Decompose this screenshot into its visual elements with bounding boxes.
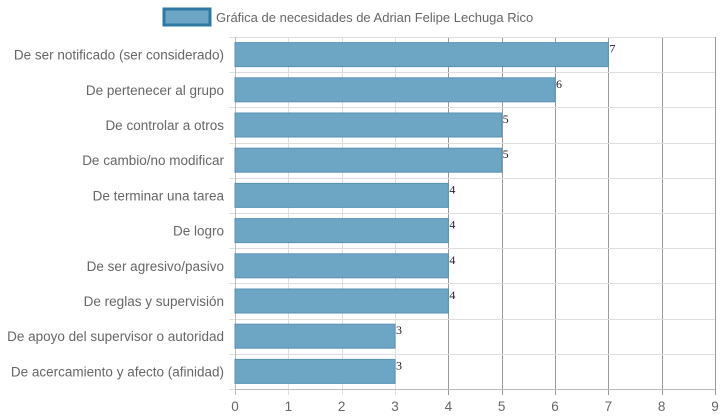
value-label-3: 5 xyxy=(503,147,509,161)
bar-6 xyxy=(234,253,449,279)
value-labels: 7 6 5 5 4 4 4 4 3 3 xyxy=(396,42,615,373)
value-label-6: 4 xyxy=(449,253,455,267)
category-label-5: De logro xyxy=(173,224,224,239)
category-label-3: De cambio/no modificar xyxy=(82,153,224,168)
x-tick-label-8: 8 xyxy=(658,399,666,414)
x-tick-label-2: 2 xyxy=(338,399,346,414)
bar-1 xyxy=(234,77,556,103)
bar-3 xyxy=(234,147,503,173)
category-label-7: De reglas y supervisión xyxy=(84,294,224,309)
x-tick-label-5: 5 xyxy=(498,399,506,414)
x-tick-label-9: 9 xyxy=(711,399,719,414)
x-tick-label-7: 7 xyxy=(605,399,613,414)
bar-7 xyxy=(234,288,449,314)
category-label-6: De ser agresivo/pasivo xyxy=(87,259,224,274)
bar-9 xyxy=(234,358,396,384)
x-tick-label-0: 0 xyxy=(231,399,239,414)
x-axis-ticks: 0 1 2 3 4 5 6 7 8 9 xyxy=(231,399,719,414)
x-tick-label-4: 4 xyxy=(445,399,453,414)
value-label-2: 5 xyxy=(503,112,509,126)
bars xyxy=(234,42,609,384)
legend-swatch xyxy=(162,7,212,27)
category-label-2: De controlar a otros xyxy=(105,118,224,133)
bar-5 xyxy=(234,218,449,244)
category-label-0: De ser notificado (ser considerado) xyxy=(14,48,224,63)
category-label-9: De acercamiento y afecto (afinidad) xyxy=(11,364,224,379)
category-labels: De ser notificado (ser considerado) De pe… xyxy=(7,48,224,380)
value-label-0: 7 xyxy=(609,42,615,56)
category-label-8: De apoyo del supervisor o autoridad xyxy=(7,329,224,344)
bar-8 xyxy=(234,323,396,349)
category-label-1: De pertenecer al grupo xyxy=(86,83,224,98)
bar-4 xyxy=(234,182,449,208)
value-label-5: 4 xyxy=(449,218,455,232)
bar-0 xyxy=(234,42,609,68)
x-tick-label-3: 3 xyxy=(391,399,399,414)
legend-label: Gráfica de necesidades de Adrian Felipe … xyxy=(216,10,533,25)
value-label-9: 3 xyxy=(396,358,402,372)
category-label-4: De terminar una tarea xyxy=(93,188,225,203)
value-label-1: 6 xyxy=(556,77,562,91)
value-label-8: 3 xyxy=(396,323,402,337)
x-tick-label-6: 6 xyxy=(551,399,559,414)
bar-2 xyxy=(234,112,503,138)
legend[interactable]: Gráfica de necesidades de Adrian Felipe … xyxy=(162,7,533,27)
value-label-7: 4 xyxy=(449,288,455,302)
x-tick-label-1: 1 xyxy=(285,399,293,414)
value-label-4: 4 xyxy=(449,182,455,196)
